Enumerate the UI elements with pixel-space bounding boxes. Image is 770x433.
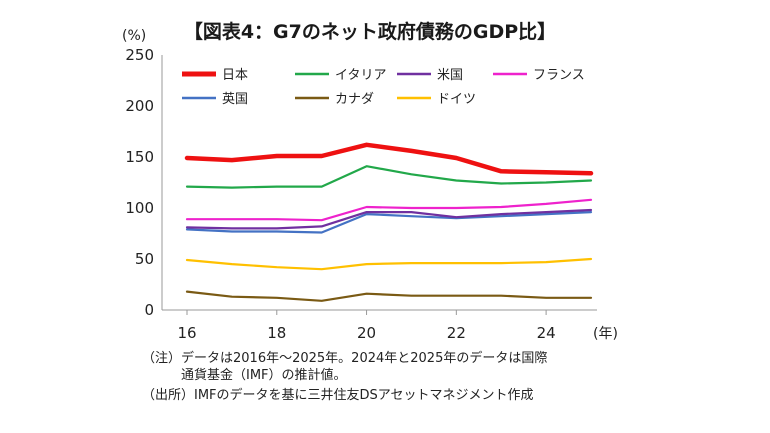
- legend-label-4: 英国: [222, 92, 248, 107]
- source-line: （出所）IMFのデータを基に三井住友DSアセットマネジメント作成: [142, 388, 534, 403]
- series-line-3: [185, 198, 593, 222]
- x-axis-ticks: 16 18 20 22 24: [177, 310, 556, 342]
- y-tick-label: 50: [135, 250, 154, 268]
- legend-label-6: ドイツ: [437, 92, 476, 107]
- legend-label-5: カナダ: [335, 92, 374, 107]
- y-tick-label: 250: [125, 46, 154, 64]
- series-line-6: [185, 257, 593, 271]
- x-tick-label: 20: [357, 324, 376, 342]
- series-line-2: [185, 208, 593, 230]
- y-tick-label: 100: [125, 199, 154, 217]
- x-tick-label: 24: [537, 324, 556, 342]
- y-tick-label: 150: [125, 148, 154, 166]
- note-line-1: （注）データは2016年～2025年。2024年と2025年のデータは国際: [142, 351, 548, 366]
- x-axis-unit: (年): [593, 326, 618, 342]
- legend-label-3: フランス: [533, 68, 585, 83]
- series-line-1: [185, 165, 593, 189]
- y-tick-label: 200: [125, 97, 154, 115]
- legend-label-2: 米国: [437, 68, 463, 83]
- legend-label-1: イタリア: [335, 68, 386, 83]
- y-axis-unit: (%): [122, 28, 146, 44]
- chart: 【図表4：G7のネット政府債務のGDP比】 (%) (年) 0 50 100 150 2…: [122, 20, 618, 342]
- x-tick-label: 22: [447, 324, 466, 342]
- chart-title: 【図表4：G7のネット政府債務のGDP比】: [184, 20, 556, 43]
- legend-label-0: 日本: [222, 68, 248, 83]
- series-line-0: [184, 142, 594, 176]
- series-line-5: [185, 290, 593, 302]
- series-lines: [184, 142, 594, 302]
- y-axis-ticks: 0 50 100 150 200 250: [125, 46, 597, 319]
- x-tick-label: 18: [267, 324, 286, 342]
- y-tick-label: 0: [144, 301, 154, 319]
- series-line-4: [185, 211, 593, 234]
- x-tick-label: 16: [177, 324, 196, 342]
- note-line-2: 通貨基金（IMF）の推計値。: [142, 368, 347, 383]
